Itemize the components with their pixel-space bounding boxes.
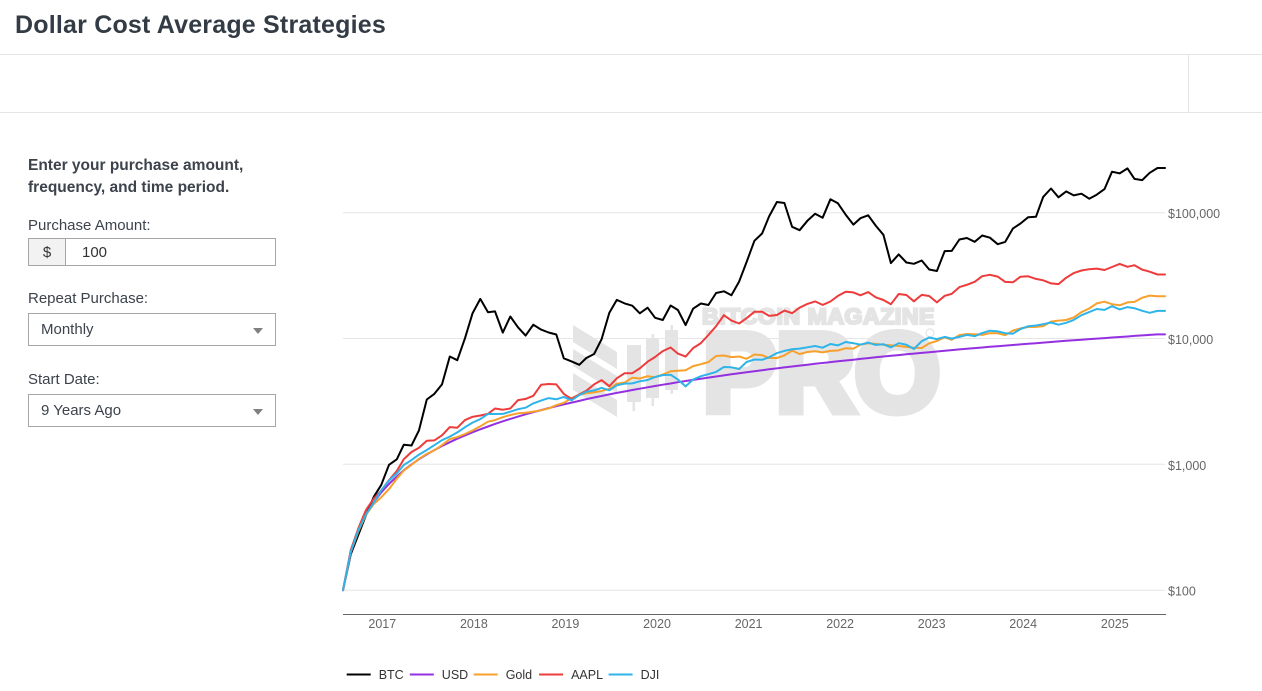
svg-text:2017: 2017: [368, 617, 396, 631]
svg-text:AAPL: AAPL: [571, 668, 603, 682]
svg-text:2021: 2021: [735, 617, 763, 631]
svg-text:2020: 2020: [643, 617, 671, 631]
svg-text:2024: 2024: [1009, 617, 1037, 631]
svg-text:Gold: Gold: [506, 668, 532, 682]
svg-text:2022: 2022: [826, 617, 854, 631]
svg-text:BTC: BTC: [379, 668, 404, 682]
svg-text:$1,000: $1,000: [1168, 459, 1206, 473]
svg-text:2019: 2019: [551, 617, 579, 631]
svg-text:$100: $100: [1168, 585, 1196, 599]
svg-text:DJI: DJI: [641, 668, 660, 682]
svg-text:BITCOIN MAGAZINE: BITCOIN MAGAZINE: [702, 304, 935, 329]
svg-text:2025: 2025: [1101, 617, 1129, 631]
svg-text:2023: 2023: [918, 617, 946, 631]
svg-text:USD: USD: [442, 668, 468, 682]
svg-text:$10,000: $10,000: [1168, 333, 1213, 347]
svg-text:$100,000: $100,000: [1168, 207, 1220, 221]
svg-text:2018: 2018: [460, 617, 488, 631]
